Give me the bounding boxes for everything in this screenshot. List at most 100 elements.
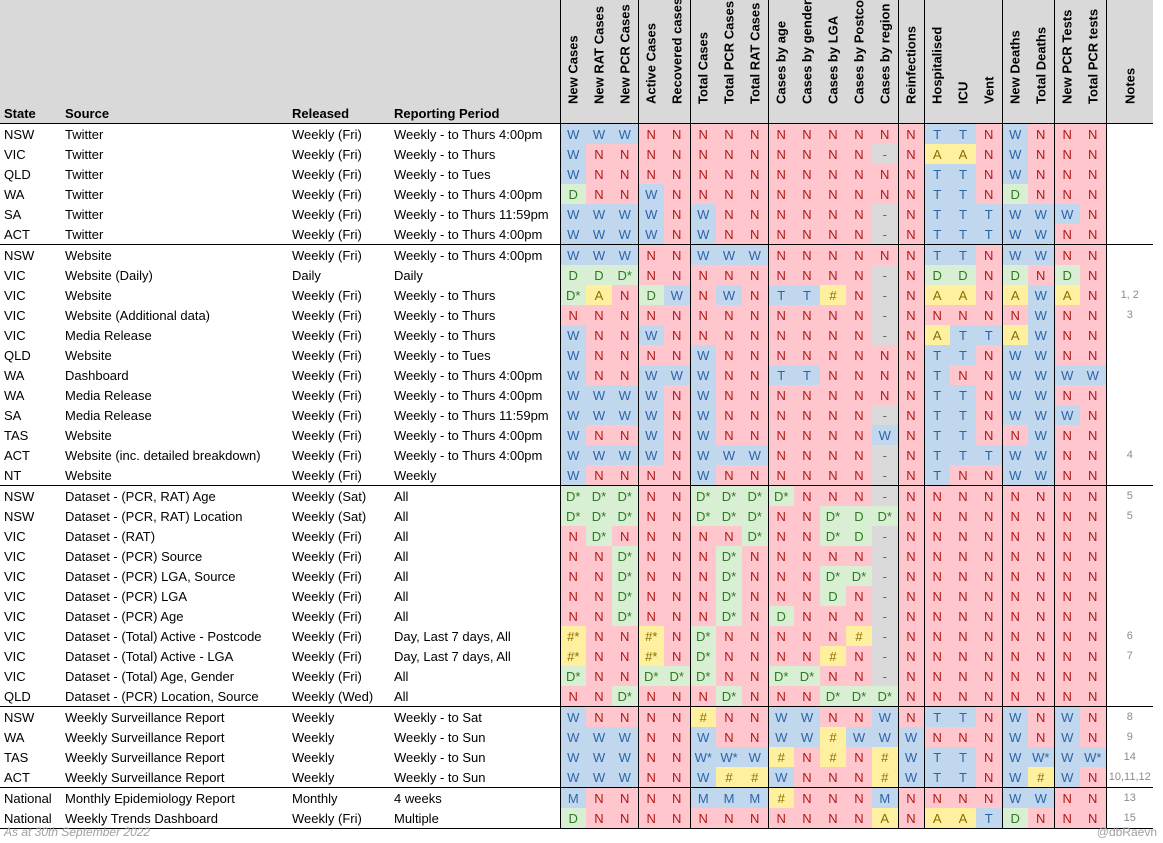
availability-cell: W [1001, 123, 1028, 144]
cell-state: NT [4, 467, 22, 483]
availability-cell: N [897, 385, 924, 405]
table-row: WA Weekly Surveillance Report Weekly Weekly… [0, 727, 1153, 747]
availability-cell: - [872, 144, 898, 164]
header-notes: Notes [1105, 0, 1153, 124]
cell-state: NSW [4, 126, 35, 142]
availability-cell: - [872, 204, 898, 224]
availability-cell: N [1053, 646, 1080, 666]
cell-notes [1105, 526, 1153, 546]
availability-cell: W [767, 727, 794, 747]
availability-cell: N [923, 566, 950, 586]
cell-source: Twitter [65, 226, 104, 242]
availability-cell: N [1028, 586, 1054, 606]
availability-cell: N [976, 144, 1002, 164]
cell-notes: 14 [1105, 747, 1153, 767]
cell-notes: 5 [1105, 506, 1153, 526]
availability-cell: N [897, 445, 924, 465]
availability-cell: D* [689, 666, 716, 686]
availability-cell: N [923, 606, 950, 626]
cell-source: Website [65, 287, 112, 303]
cell-released: Weekly (Fri) [292, 226, 362, 242]
cell-source: Website [65, 467, 112, 483]
table-row: VIC Website (Additional data) Weekly (Fri)… [0, 305, 1153, 325]
availability-cell: D* [820, 506, 846, 526]
data-source-table-container: State Source Released Reporting Period New C… [0, 0, 1153, 829]
availability-cell: N [794, 686, 820, 707]
cell-notes [1105, 123, 1153, 144]
availability-cell: # [820, 285, 846, 305]
availability-cell: N [1053, 305, 1080, 325]
availability-cell: W [794, 706, 820, 727]
availability-cell: T [923, 445, 950, 465]
availability-cell: N [820, 184, 846, 204]
availability-cell: N [794, 123, 820, 144]
availability-cell: N [767, 526, 794, 546]
availability-cell: D [767, 606, 794, 626]
cell-notes [1105, 144, 1153, 164]
availability-cell: W [1053, 747, 1080, 767]
availability-cell: N [897, 506, 924, 526]
cell-state: WA [4, 367, 25, 383]
header-cases-by-age: Cases by age [767, 0, 794, 124]
availability-cell: N [664, 747, 690, 767]
availability-cell: # [767, 787, 794, 808]
availability-cell: N [637, 546, 664, 566]
availability-cell: T [976, 808, 1002, 829]
cell-period: Weekly - to Thurs 11:59pm [394, 407, 549, 423]
table-row: TAS Website Weekly (Fri) Weekly - to Thurs … [0, 425, 1153, 445]
cell-released: Weekly (Fri) [292, 126, 362, 142]
availability-cell: N [1001, 546, 1028, 566]
availability-cell: T [976, 204, 1002, 224]
availability-cell: N [846, 265, 872, 285]
availability-cell: M [716, 787, 742, 808]
availability-cell: W [1053, 405, 1080, 425]
availability-cell: M [742, 787, 768, 808]
availability-cell: N [794, 204, 820, 224]
availability-cell: W [559, 445, 586, 465]
availability-cell: N [820, 325, 846, 345]
availability-cell: D* [846, 566, 872, 586]
availability-cell: W* [689, 747, 716, 767]
availability-cell: D* [716, 606, 742, 626]
cell-notes [1105, 586, 1153, 606]
availability-cell: #* [559, 646, 586, 666]
availability-cell: N [716, 144, 742, 164]
availability-cell: W [559, 244, 586, 265]
table-row: WA Media Release Weekly (Fri) Weekly - to T… [0, 385, 1153, 405]
availability-cell: N [950, 606, 976, 626]
table-row: National Weekly Trends Dashboard Weekly (F… [0, 808, 1153, 829]
availability-cell: #* [637, 626, 664, 646]
header-period: Reporting Period [390, 0, 560, 124]
cell-period: Weekly - to Thurs 4:00pm [390, 244, 560, 265]
availability-cell: N [742, 164, 768, 184]
availability-cell: N [586, 666, 612, 686]
availability-cell: N [1053, 164, 1080, 184]
availability-cell: N [664, 787, 690, 808]
availability-cell: N [637, 767, 664, 788]
cell-state: TAS [4, 427, 29, 443]
availability-cell: # [689, 706, 716, 727]
header-label: Total PCR Cases [721, 0, 737, 104]
availability-cell: N [923, 646, 950, 666]
availability-cell: N [897, 123, 924, 144]
availability-cell: N [742, 465, 768, 486]
availability-cell: D* [586, 526, 612, 546]
cell-notes: 7 [1105, 646, 1153, 666]
availability-cell: N [1001, 666, 1028, 686]
availability-cell: N [1053, 244, 1080, 265]
availability-cell: N [559, 566, 586, 586]
cell-state: VIC [4, 668, 26, 684]
availability-cell: N [1053, 787, 1080, 808]
cell-period: Weekly - to Thurs 4:00pm [394, 126, 543, 142]
availability-cell: N [664, 626, 690, 646]
availability-cell: D [586, 265, 612, 285]
availability-cell: W [637, 184, 664, 204]
cell-period: Daily [394, 267, 423, 283]
availability-cell: D* [612, 566, 638, 586]
availability-cell: N [1053, 345, 1080, 365]
availability-cell: D* [742, 506, 768, 526]
cell-source: Dataset - (Total) Active - Postcode [65, 628, 262, 644]
availability-cell: T [923, 425, 950, 445]
availability-cell: N [794, 747, 820, 767]
availability-cell: N [897, 425, 924, 445]
